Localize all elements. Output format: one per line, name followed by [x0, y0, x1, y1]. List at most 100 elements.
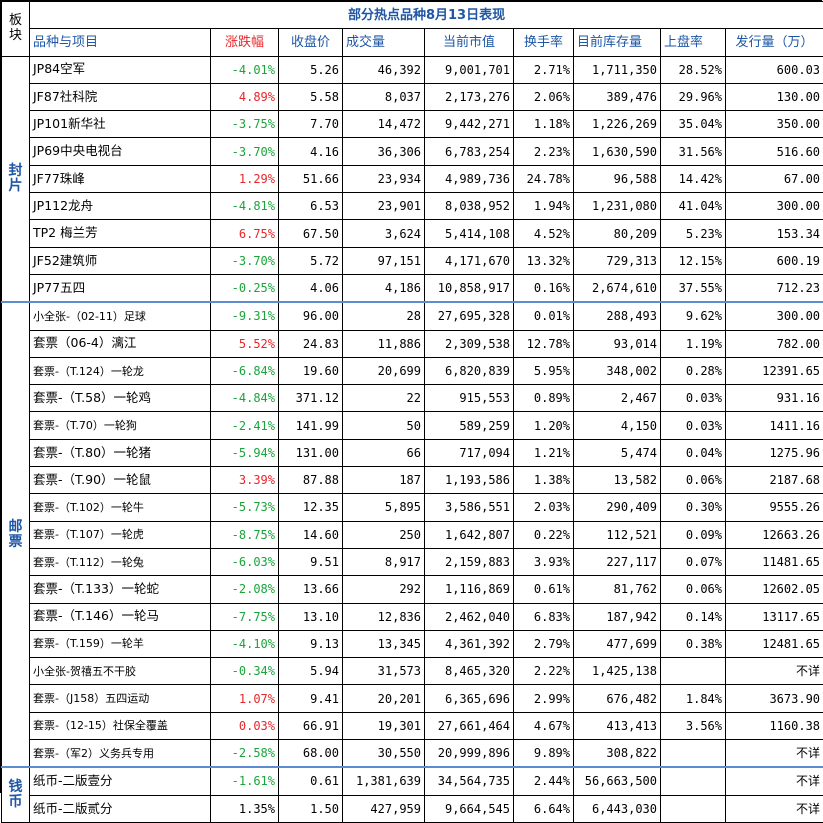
- cell-uprate: [661, 658, 726, 685]
- cell-volume: 292: [343, 576, 425, 603]
- cell-turnover: 1.20%: [514, 412, 574, 439]
- cell-turnover: 5.95%: [514, 357, 574, 384]
- cell-name: 小全张-（02-11）足球: [30, 302, 211, 330]
- cell-volume: 23,934: [343, 165, 425, 192]
- cell-close: 13.66: [279, 576, 343, 603]
- cell-volume: 1,381,639: [343, 767, 425, 795]
- cell-change: -5.94%: [211, 439, 279, 466]
- cell-stock: 290,409: [574, 494, 661, 521]
- cell-name: TP2 梅兰芳: [30, 220, 211, 247]
- cell-close: 7.70: [279, 111, 343, 138]
- cell-turnover: 2.71%: [514, 56, 574, 83]
- cell-name: 套票-（T.90）一轮鼠: [30, 467, 211, 494]
- cell-issue: 67.00: [726, 165, 823, 192]
- cell-volume: 427,959: [343, 795, 425, 822]
- cell-turnover: 1.18%: [514, 111, 574, 138]
- cell-volume: 8,917: [343, 548, 425, 575]
- cell-turnover: 2.79%: [514, 630, 574, 657]
- cell-turnover: 24.78%: [514, 165, 574, 192]
- cell-issue: 9555.26: [726, 494, 823, 521]
- cell-name: 套票-（T.58）一轮鸡: [30, 385, 211, 412]
- cell-close: 0.61: [279, 767, 343, 795]
- cell-issue: 782.00: [726, 330, 823, 357]
- cell-change: -4.84%: [211, 385, 279, 412]
- cell-change: -2.58%: [211, 740, 279, 768]
- cell-volume: 46,392: [343, 56, 425, 83]
- cell-issue: 712.23: [726, 274, 823, 302]
- cell-volume: 20,699: [343, 357, 425, 384]
- cell-issue: 不详: [726, 658, 823, 685]
- cell-stock: 477,699: [574, 630, 661, 657]
- header-row: 品种与项目 涨跌幅 收盘价 成交量 当前市值 换手率 目前库存量 上盘率 发行量…: [2, 29, 823, 56]
- cell-volume: 28: [343, 302, 425, 330]
- cell-stock: 348,002: [574, 357, 661, 384]
- section-label-char: 钱: [8, 780, 23, 795]
- table-title: 部分热点品种8月13日表现: [30, 2, 823, 29]
- cell-uprate: 12.15%: [661, 247, 726, 274]
- cell-market-value: 6,365,696: [425, 685, 514, 712]
- cell-close: 9.41: [279, 685, 343, 712]
- cell-name: JP77五四: [30, 274, 211, 302]
- cell-name: 套票-（军2）义务兵专用: [30, 740, 211, 768]
- cell-change: 1.35%: [211, 795, 279, 822]
- cell-change: -0.34%: [211, 658, 279, 685]
- cell-uprate: 0.30%: [661, 494, 726, 521]
- cell-name: 套票-（T.133）一轮蛇: [30, 576, 211, 603]
- cell-stock: 1,425,138: [574, 658, 661, 685]
- cell-turnover: 1.38%: [514, 467, 574, 494]
- cell-market-value: 589,259: [425, 412, 514, 439]
- cell-name: 套票-（T.159）一轮羊: [30, 630, 211, 657]
- cell-market-value: 4,171,670: [425, 247, 514, 274]
- cell-name: JP101新华社: [30, 111, 211, 138]
- cell-name: 套票-（T.146）一轮马: [30, 603, 211, 630]
- cell-close: 141.99: [279, 412, 343, 439]
- cell-market-value: 10,858,917: [425, 274, 514, 302]
- cell-close: 51.66: [279, 165, 343, 192]
- header-close: 收盘价: [279, 29, 343, 56]
- cell-change: -0.25%: [211, 274, 279, 302]
- cell-uprate: 35.04%: [661, 111, 726, 138]
- cell-close: 5.94: [279, 658, 343, 685]
- cell-name: 套票（06-4）漓江: [30, 330, 211, 357]
- cell-uprate: 31.56%: [661, 138, 726, 165]
- cell-close: 13.10: [279, 603, 343, 630]
- cell-uprate: 14.42%: [661, 165, 726, 192]
- cell-market-value: 5,414,108: [425, 220, 514, 247]
- cell-stock: 96,588: [574, 165, 661, 192]
- cell-issue: 130.00: [726, 83, 823, 110]
- cell-stock: 4,150: [574, 412, 661, 439]
- cell-market-value: 6,820,839: [425, 357, 514, 384]
- cell-market-value: 915,553: [425, 385, 514, 412]
- cell-volume: 36,306: [343, 138, 425, 165]
- cell-volume: 5,895: [343, 494, 425, 521]
- section-label: 邮票: [2, 302, 30, 767]
- cell-stock: 227,117: [574, 548, 661, 575]
- cell-volume: 19,301: [343, 712, 425, 739]
- cell-stock: 13,582: [574, 467, 661, 494]
- cell-change: -6.84%: [211, 357, 279, 384]
- cell-issue: 300.00: [726, 302, 823, 330]
- cell-turnover: 0.16%: [514, 274, 574, 302]
- cell-change: -3.70%: [211, 138, 279, 165]
- cell-volume: 30,550: [343, 740, 425, 768]
- cell-volume: 250: [343, 521, 425, 548]
- cell-market-value: 2,462,040: [425, 603, 514, 630]
- cell-market-value: 9,664,545: [425, 795, 514, 822]
- cell-stock: 1,226,269: [574, 111, 661, 138]
- cell-uprate: 0.09%: [661, 521, 726, 548]
- cell-close: 19.60: [279, 357, 343, 384]
- cell-change: -6.03%: [211, 548, 279, 575]
- cell-name: JF52建筑师: [30, 247, 211, 274]
- cell-close: 4.06: [279, 274, 343, 302]
- cell-stock: 1,711,350: [574, 56, 661, 83]
